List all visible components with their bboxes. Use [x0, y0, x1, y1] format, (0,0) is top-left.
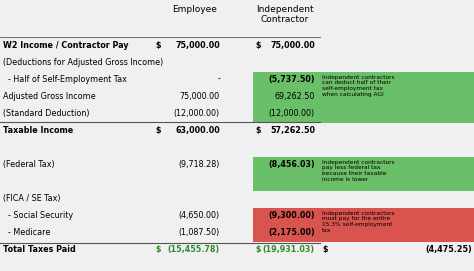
Text: $: $ — [155, 41, 161, 50]
Text: W2 Income / Contractor Pay: W2 Income / Contractor Pay — [3, 41, 128, 50]
Text: $: $ — [255, 125, 261, 134]
Text: $: $ — [155, 245, 161, 254]
Bar — [253, 72, 474, 123]
Text: (19,931.03): (19,931.03) — [263, 245, 315, 254]
Text: 75,000.00: 75,000.00 — [175, 41, 220, 50]
Text: (9,718.28): (9,718.28) — [179, 160, 220, 169]
Text: - Half of Self-Employment Tax: - Half of Self-Employment Tax — [3, 75, 127, 83]
Text: 75,000.00: 75,000.00 — [180, 92, 220, 101]
Text: (2,175.00): (2,175.00) — [268, 228, 315, 237]
Text: (1,087.50): (1,087.50) — [179, 228, 220, 237]
Text: -: - — [217, 75, 220, 83]
Text: Total Taxes Paid: Total Taxes Paid — [3, 245, 76, 254]
Bar — [253, 157, 474, 191]
Text: Employee: Employee — [173, 5, 218, 14]
Text: (Federal Tax): (Federal Tax) — [3, 160, 55, 169]
Text: (FICA / SE Tax): (FICA / SE Tax) — [3, 193, 61, 202]
Bar — [253, 208, 474, 242]
Text: (9,300.00): (9,300.00) — [268, 211, 315, 220]
Text: - Medicare: - Medicare — [3, 228, 50, 237]
Text: 63,000.00: 63,000.00 — [175, 125, 220, 134]
Text: Taxable Income: Taxable Income — [3, 125, 73, 134]
Text: 57,262.50: 57,262.50 — [270, 125, 315, 134]
Text: (Deductions for Adjusted Gross Income): (Deductions for Adjusted Gross Income) — [3, 57, 163, 67]
Text: $: $ — [322, 245, 328, 254]
Text: 75,000.00: 75,000.00 — [270, 41, 315, 50]
Text: (15,455.78): (15,455.78) — [168, 245, 220, 254]
Text: Independent contractors
can deduct half of their
self-employment tax
when calcul: Independent contractors can deduct half … — [322, 75, 395, 97]
Text: Independent contractors
pay less federal tax
because their taxable
income is low: Independent contractors pay less federal… — [322, 160, 395, 182]
Text: (8,456.03): (8,456.03) — [268, 160, 315, 169]
Text: $: $ — [155, 125, 161, 134]
Text: (5,737.50): (5,737.50) — [268, 75, 315, 83]
Text: (4,475.25): (4,475.25) — [425, 245, 472, 254]
Text: 69,262.50: 69,262.50 — [274, 92, 315, 101]
Text: (12,000.00): (12,000.00) — [269, 109, 315, 118]
Text: Independent contractors
must pay for the entire
15.3% self-employment
tax: Independent contractors must pay for the… — [322, 211, 395, 233]
Text: Adjusted Gross Income: Adjusted Gross Income — [3, 92, 96, 101]
Text: $: $ — [255, 41, 261, 50]
Text: (Standard Deduction): (Standard Deduction) — [3, 109, 90, 118]
Text: - Social Security: - Social Security — [3, 211, 73, 220]
Text: (12,000.00): (12,000.00) — [174, 109, 220, 118]
Text: Independent
Contractor: Independent Contractor — [256, 5, 314, 24]
Text: $: $ — [255, 245, 261, 254]
Text: (4,650.00): (4,650.00) — [179, 211, 220, 220]
